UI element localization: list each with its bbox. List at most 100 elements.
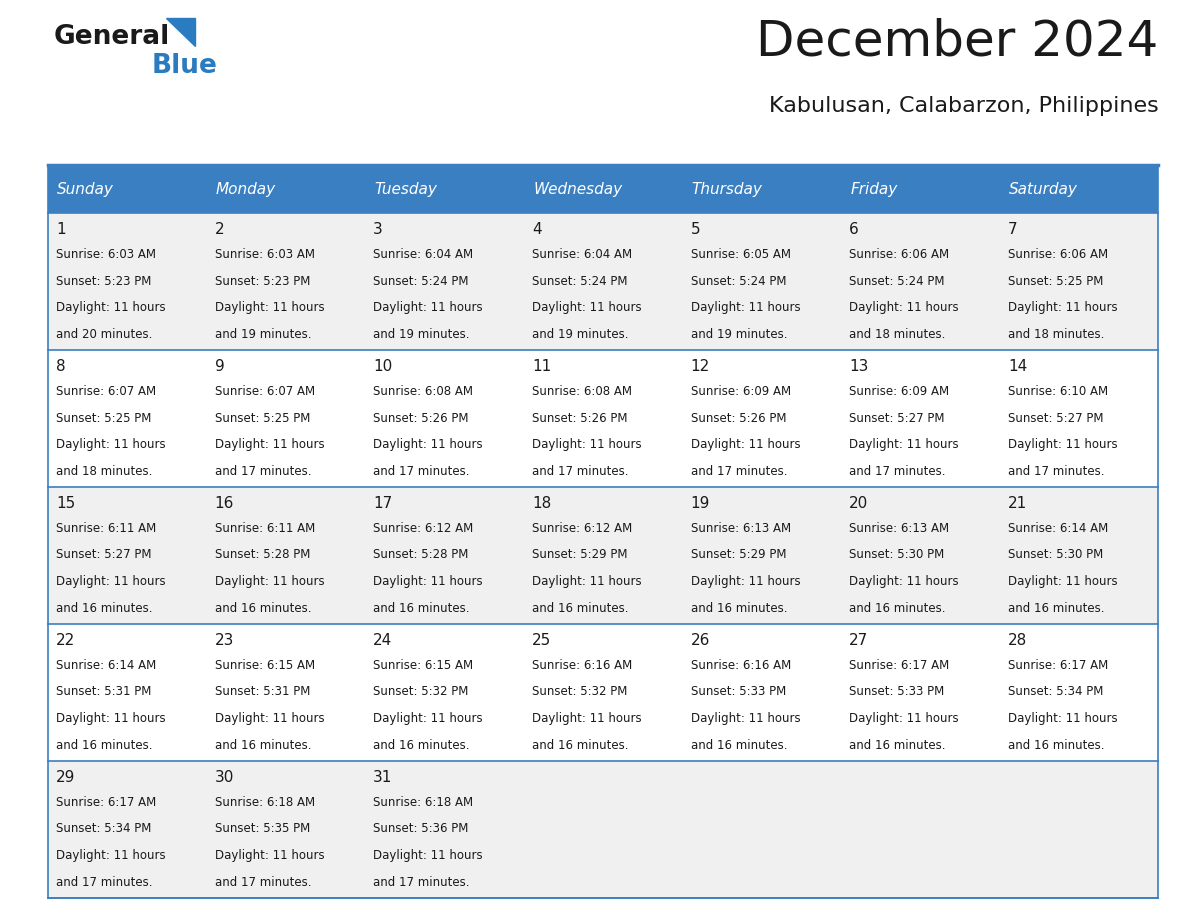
Text: 20: 20	[849, 496, 868, 511]
Text: and 17 minutes.: and 17 minutes.	[56, 876, 152, 889]
Text: Sunrise: 6:17 AM: Sunrise: 6:17 AM	[56, 796, 156, 809]
Text: General: General	[53, 24, 170, 50]
Text: Sunset: 5:32 PM: Sunset: 5:32 PM	[373, 686, 468, 699]
Text: Daylight: 11 hours: Daylight: 11 hours	[532, 438, 642, 452]
Text: Sunrise: 6:05 AM: Sunrise: 6:05 AM	[690, 248, 790, 261]
Text: Friday: Friday	[851, 182, 898, 196]
Text: and 16 minutes.: and 16 minutes.	[849, 602, 946, 615]
Bar	[365, 165, 524, 213]
Text: and 18 minutes.: and 18 minutes.	[849, 328, 946, 341]
Text: Daylight: 11 hours: Daylight: 11 hours	[1007, 576, 1118, 588]
Bar	[524, 350, 682, 487]
Text: 18: 18	[532, 496, 551, 511]
Text: Sunrise: 6:11 AM: Sunrise: 6:11 AM	[56, 521, 156, 535]
Text: Daylight: 11 hours: Daylight: 11 hours	[849, 438, 959, 452]
Bar	[524, 624, 682, 761]
Text: and 17 minutes.: and 17 minutes.	[215, 876, 311, 889]
Text: Sunset: 5:35 PM: Sunset: 5:35 PM	[215, 823, 310, 835]
Text: and 18 minutes.: and 18 minutes.	[56, 465, 152, 478]
Text: and 16 minutes.: and 16 minutes.	[690, 739, 788, 752]
Text: Sunrise: 6:17 AM: Sunrise: 6:17 AM	[849, 659, 949, 672]
Text: Sunrise: 6:09 AM: Sunrise: 6:09 AM	[849, 385, 949, 397]
Text: Sunset: 5:24 PM: Sunset: 5:24 PM	[690, 274, 786, 287]
Text: and 16 minutes.: and 16 minutes.	[215, 739, 311, 752]
Text: Sunset: 5:30 PM: Sunset: 5:30 PM	[849, 548, 944, 562]
Text: Daylight: 11 hours: Daylight: 11 hours	[1007, 438, 1118, 452]
Bar	[841, 761, 999, 898]
Bar	[48, 761, 207, 898]
Text: Blue: Blue	[152, 53, 217, 79]
Text: and 17 minutes.: and 17 minutes.	[1007, 465, 1105, 478]
Bar	[841, 487, 999, 624]
Text: 4: 4	[532, 222, 542, 237]
Bar	[999, 761, 1158, 898]
Bar	[365, 213, 524, 350]
Text: Sunset: 5:34 PM: Sunset: 5:34 PM	[56, 823, 151, 835]
Bar	[841, 213, 999, 350]
Text: and 17 minutes.: and 17 minutes.	[849, 465, 946, 478]
Text: Sunrise: 6:08 AM: Sunrise: 6:08 AM	[532, 385, 632, 397]
Bar	[999, 624, 1158, 761]
Text: Sunset: 5:32 PM: Sunset: 5:32 PM	[532, 686, 627, 699]
Text: Kabulusan, Calabarzon, Philippines: Kabulusan, Calabarzon, Philippines	[769, 95, 1158, 116]
Text: and 17 minutes.: and 17 minutes.	[690, 465, 788, 478]
Text: Daylight: 11 hours: Daylight: 11 hours	[849, 576, 959, 588]
Text: Daylight: 11 hours: Daylight: 11 hours	[215, 849, 324, 862]
Text: Sunset: 5:23 PM: Sunset: 5:23 PM	[215, 274, 310, 287]
Text: Sunrise: 6:18 AM: Sunrise: 6:18 AM	[373, 796, 473, 809]
Text: Daylight: 11 hours: Daylight: 11 hours	[532, 301, 642, 314]
Text: Daylight: 11 hours: Daylight: 11 hours	[373, 712, 482, 725]
Text: Sunrise: 6:12 AM: Sunrise: 6:12 AM	[373, 521, 474, 535]
Text: 9: 9	[215, 359, 225, 375]
Text: Thursday: Thursday	[691, 182, 763, 196]
Text: 10: 10	[373, 359, 392, 375]
Bar	[207, 624, 365, 761]
Text: 27: 27	[849, 633, 868, 648]
Text: Sunrise: 6:14 AM: Sunrise: 6:14 AM	[56, 659, 156, 672]
Text: Sunrise: 6:04 AM: Sunrise: 6:04 AM	[373, 248, 473, 261]
Text: Sunrise: 6:11 AM: Sunrise: 6:11 AM	[215, 521, 315, 535]
Text: 13: 13	[849, 359, 868, 375]
Bar	[682, 165, 841, 213]
Text: 28: 28	[1007, 633, 1028, 648]
Text: and 19 minutes.: and 19 minutes.	[532, 328, 628, 341]
Text: 11: 11	[532, 359, 551, 375]
Text: and 16 minutes.: and 16 minutes.	[373, 739, 469, 752]
Text: Sunrise: 6:15 AM: Sunrise: 6:15 AM	[373, 659, 473, 672]
Text: and 16 minutes.: and 16 minutes.	[1007, 739, 1105, 752]
Text: and 17 minutes.: and 17 minutes.	[373, 876, 469, 889]
Text: Sunset: 5:26 PM: Sunset: 5:26 PM	[532, 411, 627, 424]
Text: Sunset: 5:29 PM: Sunset: 5:29 PM	[532, 548, 627, 562]
Text: Daylight: 11 hours: Daylight: 11 hours	[373, 301, 482, 314]
Text: Sunrise: 6:12 AM: Sunrise: 6:12 AM	[532, 521, 632, 535]
Text: 2: 2	[215, 222, 225, 237]
Bar	[999, 487, 1158, 624]
Bar	[841, 624, 999, 761]
Bar	[207, 213, 365, 350]
Bar	[365, 487, 524, 624]
Text: 17: 17	[373, 496, 392, 511]
Text: Sunrise: 6:09 AM: Sunrise: 6:09 AM	[690, 385, 791, 397]
Bar	[999, 350, 1158, 487]
Text: and 16 minutes.: and 16 minutes.	[849, 739, 946, 752]
Text: Sunset: 5:27 PM: Sunset: 5:27 PM	[56, 548, 151, 562]
Text: Sunrise: 6:16 AM: Sunrise: 6:16 AM	[532, 659, 632, 672]
Text: Sunset: 5:24 PM: Sunset: 5:24 PM	[849, 274, 944, 287]
Bar	[682, 213, 841, 350]
Text: Sunrise: 6:07 AM: Sunrise: 6:07 AM	[215, 385, 315, 397]
Text: 30: 30	[215, 770, 234, 785]
Text: Sunset: 5:26 PM: Sunset: 5:26 PM	[373, 411, 469, 424]
Text: Sunrise: 6:18 AM: Sunrise: 6:18 AM	[215, 796, 315, 809]
Text: Sunrise: 6:06 AM: Sunrise: 6:06 AM	[1007, 248, 1108, 261]
Text: and 20 minutes.: and 20 minutes.	[56, 328, 152, 341]
Text: Sunset: 5:27 PM: Sunset: 5:27 PM	[849, 411, 944, 424]
Bar	[524, 213, 682, 350]
Text: Sunset: 5:36 PM: Sunset: 5:36 PM	[373, 823, 468, 835]
Text: 12: 12	[690, 359, 709, 375]
Text: and 16 minutes.: and 16 minutes.	[532, 602, 628, 615]
Text: Daylight: 11 hours: Daylight: 11 hours	[56, 576, 165, 588]
Bar	[999, 165, 1158, 213]
Text: Sunrise: 6:03 AM: Sunrise: 6:03 AM	[56, 248, 156, 261]
Polygon shape	[166, 18, 195, 46]
Text: Sunrise: 6:04 AM: Sunrise: 6:04 AM	[532, 248, 632, 261]
